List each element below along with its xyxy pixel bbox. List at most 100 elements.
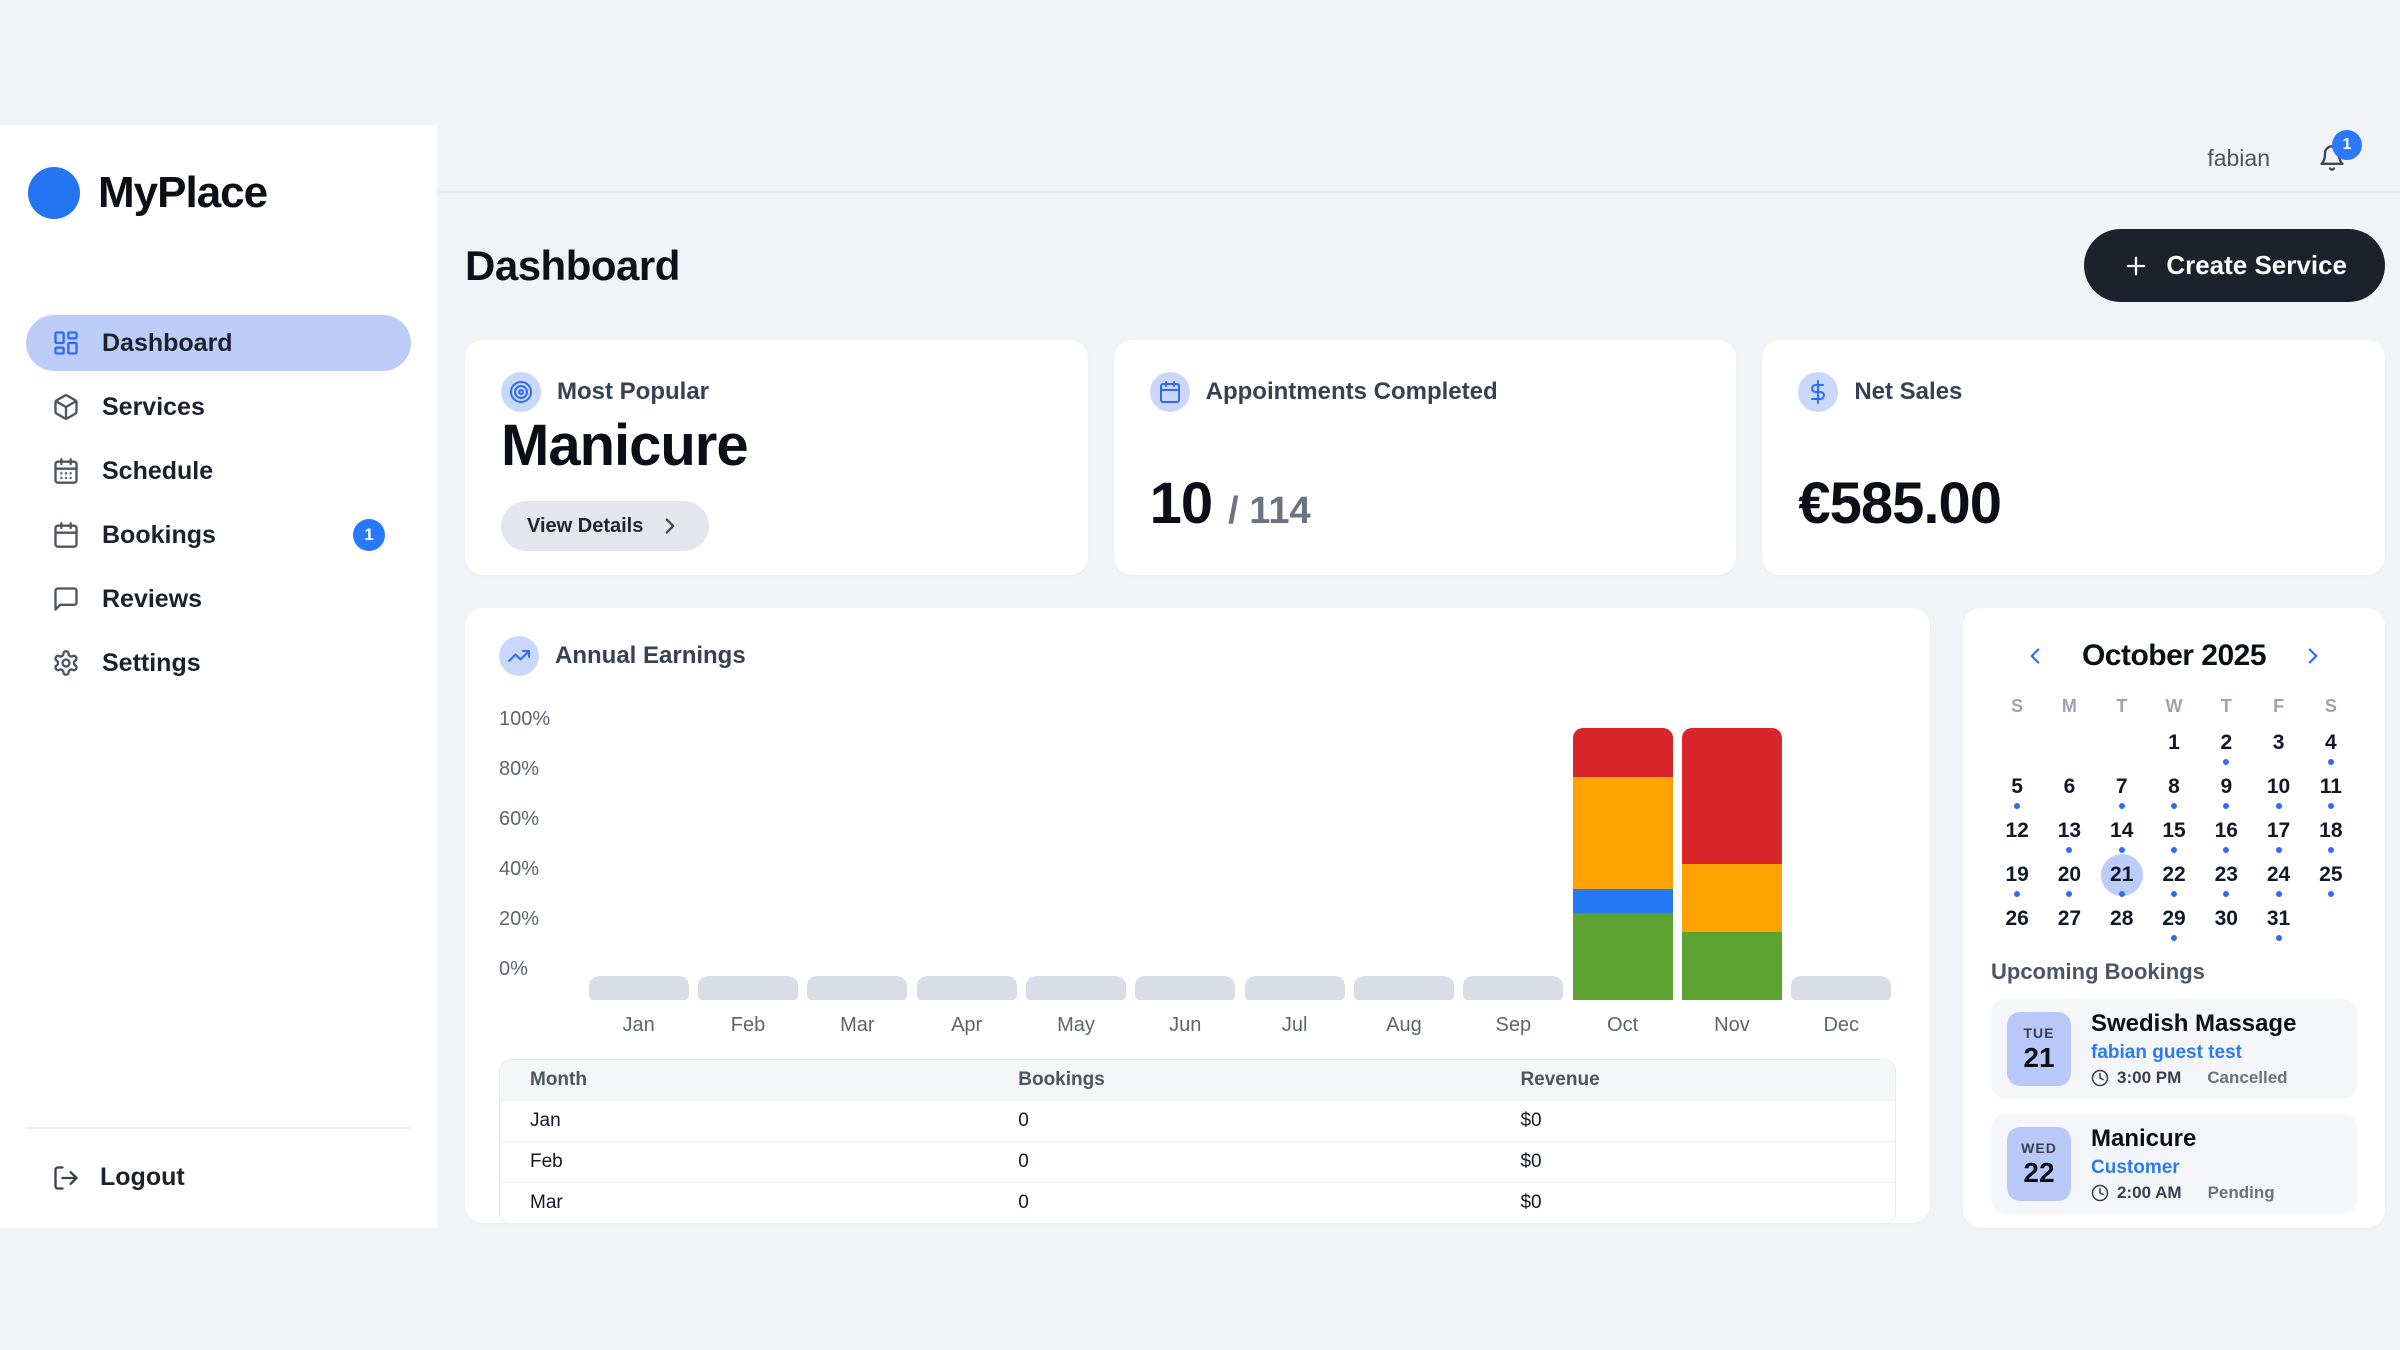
booking-time: 3:00 PM bbox=[2117, 1068, 2182, 1087]
calendar-booking-dot bbox=[2275, 891, 2282, 897]
calendar-day-5[interactable]: 5 bbox=[1991, 765, 2043, 809]
chart-month-column: Mar bbox=[803, 700, 912, 1037]
sidebar-item-dashboard[interactable]: Dashboard bbox=[26, 315, 411, 371]
calendar-day-24[interactable]: 24 bbox=[2252, 853, 2304, 897]
notifications-button[interactable]: 1 bbox=[2318, 130, 2362, 172]
logout-button[interactable]: Logout bbox=[26, 1155, 411, 1200]
calendar-day-26[interactable]: 26 bbox=[1991, 897, 2043, 941]
sidebar-item-schedule[interactable]: Schedule bbox=[26, 443, 411, 499]
stat-label: Most Popular bbox=[557, 378, 710, 405]
sidebar-item-services[interactable]: Services bbox=[26, 379, 411, 435]
sidebar-nav: Dashboard Services Schedule Bookings 1 Review… bbox=[0, 315, 437, 691]
earnings-table-row: Feb 0 $0 bbox=[500, 1141, 1895, 1182]
calendar-day-4[interactable]: 4 bbox=[2305, 721, 2357, 765]
chart-bar-jan bbox=[588, 700, 689, 1000]
sidebar-item-settings[interactable]: Settings bbox=[26, 635, 411, 691]
calendar-booking-dot bbox=[2223, 847, 2230, 853]
calendar-icon bbox=[52, 521, 80, 549]
booking-item[interactable]: WED 22 Manicure Customer 2:00 AM Pending bbox=[1991, 1114, 2357, 1214]
create-service-button[interactable]: Create Service bbox=[2084, 229, 2385, 302]
calendar-day-27[interactable]: 27 bbox=[2043, 897, 2095, 941]
booking-item[interactable]: TUE 21 Swedish Massage fabian guest test 3:0… bbox=[1991, 999, 2357, 1099]
calendar-prev-button[interactable] bbox=[2018, 639, 2052, 673]
calendar-weekday-label: S bbox=[2011, 696, 2024, 716]
calendar-day-16[interactable]: 16 bbox=[2200, 809, 2252, 853]
bar-placeholder bbox=[697, 976, 798, 1000]
calendar-day-1[interactable]: 1 bbox=[2148, 721, 2200, 765]
sidebar-item-label: Schedule bbox=[102, 456, 214, 485]
plus-icon bbox=[2122, 252, 2150, 280]
calendar-day-10[interactable]: 10 bbox=[2252, 765, 2304, 809]
sidebar-item-bookings[interactable]: Bookings 1 bbox=[26, 507, 411, 563]
sidebar-divider bbox=[26, 1127, 411, 1129]
calendar-weekday-label: M bbox=[2061, 696, 2077, 716]
calendar-day-13[interactable]: 13 bbox=[2043, 809, 2095, 853]
earnings-table-cell: Feb bbox=[530, 1151, 563, 1172]
calendar-booking-dot bbox=[2170, 803, 2177, 809]
topbar: fabian 1 bbox=[437, 125, 2400, 193]
calendar-day-23[interactable]: 23 bbox=[2200, 853, 2252, 897]
chart-month-column: Aug bbox=[1349, 700, 1458, 1037]
calendar-day-3[interactable]: 3 bbox=[2252, 721, 2304, 765]
calendar-day-number: 15 bbox=[2162, 819, 2186, 842]
appointments-completed-card: Appointments Completed 10 / 114 bbox=[1113, 340, 1737, 575]
chart-month-column: Feb bbox=[693, 700, 802, 1037]
calendar-day-8[interactable]: 8 bbox=[2148, 765, 2200, 809]
page-header: Dashboard Create Service bbox=[465, 229, 2385, 302]
page-title: Dashboard bbox=[465, 241, 680, 289]
calendar-next-button[interactable] bbox=[2296, 639, 2330, 673]
calendar-day-6[interactable]: 6 bbox=[2043, 765, 2095, 809]
calendar-weekday-label: F bbox=[2273, 696, 2285, 716]
bar-placeholder bbox=[1025, 976, 1126, 1000]
sidebar-footer: Logout bbox=[0, 1127, 437, 1228]
calendar-weekday-label: T bbox=[2116, 696, 2128, 716]
calendar-day-18[interactable]: 18 bbox=[2305, 809, 2357, 853]
earnings-table-cell: $0 bbox=[1520, 1110, 1542, 1131]
most-popular-card: Most Popular Manicure View Details bbox=[465, 340, 1088, 575]
calendar-day-number: 18 bbox=[2319, 819, 2343, 842]
calendar-day-30[interactable]: 30 bbox=[2200, 897, 2252, 941]
chart-y-axis: 100% 80% 60% 40% 20% 0% bbox=[499, 700, 584, 1000]
calendar-icon bbox=[1149, 372, 1190, 412]
x-axis-label: Oct bbox=[1607, 1014, 1639, 1036]
calendar-weekday-label: S bbox=[2324, 696, 2337, 716]
y-axis-tick: 100% bbox=[499, 708, 551, 730]
calendar-day-number: 19 bbox=[2005, 863, 2029, 886]
calendar-day-9[interactable]: 9 bbox=[2200, 765, 2252, 809]
calendar-day-17[interactable]: 17 bbox=[2252, 809, 2304, 853]
calendar-day-15[interactable]: 15 bbox=[2148, 809, 2200, 853]
bar-segment-orange bbox=[1572, 776, 1673, 889]
view-details-button[interactable]: View Details bbox=[501, 501, 710, 551]
calendar-day-21[interactable]: 21 bbox=[2096, 853, 2148, 897]
calendar-day-20[interactable]: 20 bbox=[2043, 853, 2095, 897]
earnings-table-cell: Mar bbox=[530, 1192, 563, 1213]
calendar-day-11[interactable]: 11 bbox=[2305, 765, 2357, 809]
calendar-day-19[interactable]: 19 bbox=[1991, 853, 2043, 897]
calendar-day-25[interactable]: 25 bbox=[2305, 853, 2357, 897]
calendar-day-28[interactable]: 28 bbox=[2096, 897, 2148, 941]
calendar-day-2[interactable]: 2 bbox=[2200, 721, 2252, 765]
calendar-day-22[interactable]: 22 bbox=[2148, 853, 2200, 897]
calendar-day-number: 17 bbox=[2266, 819, 2291, 842]
calendar-day-7[interactable]: 7 bbox=[2096, 765, 2148, 809]
calendar-day-29[interactable]: 29 bbox=[2148, 897, 2200, 941]
calendar-day-14[interactable]: 14 bbox=[2096, 809, 2148, 853]
sidebar-item-label: Services bbox=[102, 392, 205, 421]
calendar-day-31[interactable]: 31 bbox=[2252, 897, 2304, 941]
chart-bar-aug bbox=[1353, 700, 1454, 1000]
sidebar-item-reviews[interactable]: Reviews bbox=[26, 571, 411, 627]
bookings-badge: 1 bbox=[353, 519, 385, 551]
earnings-table-row: Jan 0 $0 bbox=[500, 1100, 1895, 1141]
calendar-day-number: 11 bbox=[2319, 775, 2342, 798]
username[interactable]: fabian bbox=[2207, 144, 2270, 171]
calendar-day-12[interactable]: 12 bbox=[1991, 809, 2043, 853]
bar-segment-red bbox=[1681, 728, 1782, 864]
calendar-day-number: 14 bbox=[2110, 819, 2134, 842]
annual-earnings-chart: 100% 80% 60% 40% 20% 0% Jan Feb Mar Apr May Jun Jul… bbox=[499, 700, 1896, 1037]
x-axis-label: Feb bbox=[730, 1014, 766, 1036]
calendar-day-number: 10 bbox=[2266, 775, 2291, 798]
x-axis-label: Aug bbox=[1386, 1014, 1422, 1036]
booking-customer-link[interactable]: Customer bbox=[2091, 1157, 2180, 1178]
booking-customer-link[interactable]: fabian guest test bbox=[2091, 1042, 2242, 1063]
chevron-right-icon bbox=[657, 513, 683, 539]
